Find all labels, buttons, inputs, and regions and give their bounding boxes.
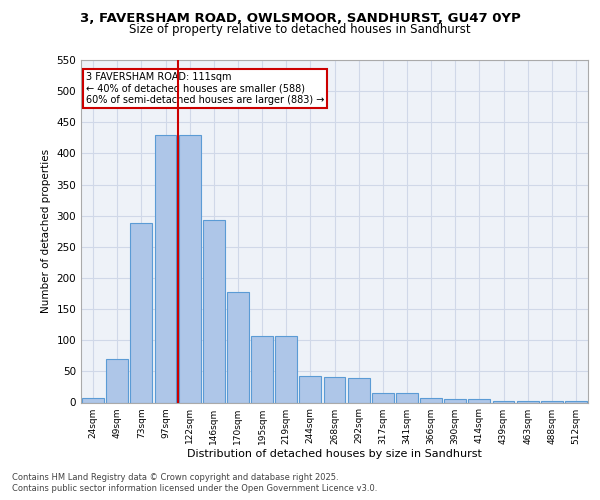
Bar — [130, 223, 152, 402]
Bar — [251, 336, 273, 402]
Bar — [469, 400, 490, 402]
X-axis label: Distribution of detached houses by size in Sandhurst: Distribution of detached houses by size … — [187, 450, 482, 460]
Bar — [445, 400, 466, 402]
Bar — [299, 376, 321, 402]
Bar — [348, 378, 370, 402]
Bar — [82, 398, 104, 402]
Bar — [203, 220, 224, 402]
Bar — [323, 377, 346, 402]
Bar — [565, 400, 587, 402]
Bar — [275, 336, 297, 402]
Bar — [396, 392, 418, 402]
Y-axis label: Number of detached properties: Number of detached properties — [41, 149, 51, 314]
Text: Contains public sector information licensed under the Open Government Licence v3: Contains public sector information licen… — [12, 484, 377, 493]
Bar — [106, 359, 128, 403]
Text: 3, FAVERSHAM ROAD, OWLSMOOR, SANDHURST, GU47 0YP: 3, FAVERSHAM ROAD, OWLSMOOR, SANDHURST, … — [80, 12, 520, 26]
Bar — [179, 134, 200, 402]
Bar — [372, 392, 394, 402]
Bar — [493, 400, 514, 402]
Bar — [420, 398, 442, 402]
Bar — [517, 400, 539, 402]
Text: 3 FAVERSHAM ROAD: 111sqm
← 40% of detached houses are smaller (588)
60% of semi-: 3 FAVERSHAM ROAD: 111sqm ← 40% of detach… — [86, 72, 325, 105]
Text: Size of property relative to detached houses in Sandhurst: Size of property relative to detached ho… — [129, 22, 471, 36]
Bar — [155, 134, 176, 402]
Text: Contains HM Land Registry data © Crown copyright and database right 2025.: Contains HM Land Registry data © Crown c… — [12, 472, 338, 482]
Bar — [227, 292, 249, 403]
